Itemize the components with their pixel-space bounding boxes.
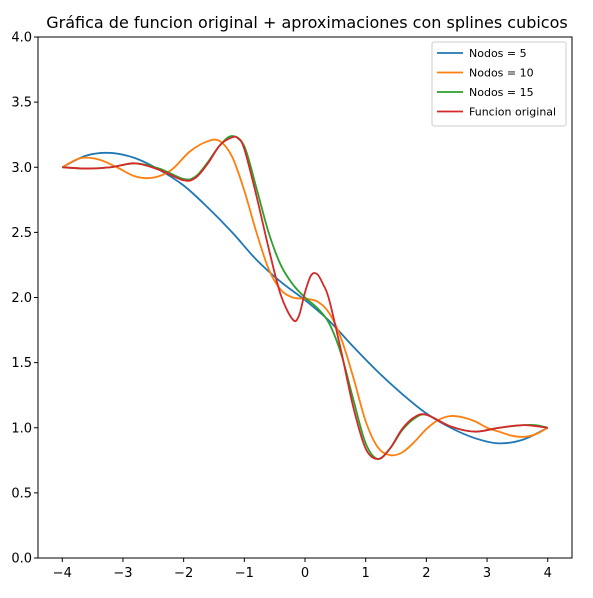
x-tick-label: −4 xyxy=(53,566,72,581)
y-tick-label: 1.5 xyxy=(11,356,32,371)
legend-label-0: Nodos = 5 xyxy=(469,47,527,60)
x-tick-label: 4 xyxy=(544,566,552,581)
y-tick-label: 3.0 xyxy=(11,161,32,176)
legend-box xyxy=(431,41,567,127)
y-tick-label: 0.0 xyxy=(11,552,32,567)
y-tick-label: 0.5 xyxy=(11,486,32,501)
x-tick-label: 2 xyxy=(422,566,430,581)
series-layer xyxy=(61,135,549,460)
legend-label-2: Nodos = 15 xyxy=(469,86,534,99)
series-line-0 xyxy=(61,151,549,445)
series-line-2 xyxy=(62,135,548,460)
y-axis: 0.0 0.5 1.0 1.5 2.0 2.5 3.0 3.5 4.0 xyxy=(11,31,38,567)
legend-label-3: Funcion original xyxy=(469,106,556,119)
y-tick-label: 4.0 xyxy=(11,31,32,46)
x-tick-label: −3 xyxy=(113,566,132,581)
y-tick-label: 2.5 xyxy=(11,226,32,241)
x-tick-label: −2 xyxy=(174,566,193,581)
y-tick-label: 1.0 xyxy=(11,421,32,436)
series-line-3 xyxy=(62,135,548,460)
chart-title: Gráfica de funcion original + aproximaci… xyxy=(46,13,567,32)
series-line-1 xyxy=(61,138,549,457)
y-tick-label: 2.0 xyxy=(11,291,32,306)
x-tick-label: 3 xyxy=(483,566,491,581)
x-tick-label: 1 xyxy=(362,566,370,581)
x-axis: −4 −3 −2 −1 0 1 2 3 4 xyxy=(53,558,552,581)
legend-label-1: Nodos = 10 xyxy=(469,67,534,80)
x-tick-label: 0 xyxy=(301,566,309,581)
x-tick-label: −1 xyxy=(235,566,254,581)
y-tick-label: 3.5 xyxy=(11,96,32,111)
legend: Nodos = 5 Nodos = 10 Nodos = 15 Funcion ori… xyxy=(431,41,567,127)
